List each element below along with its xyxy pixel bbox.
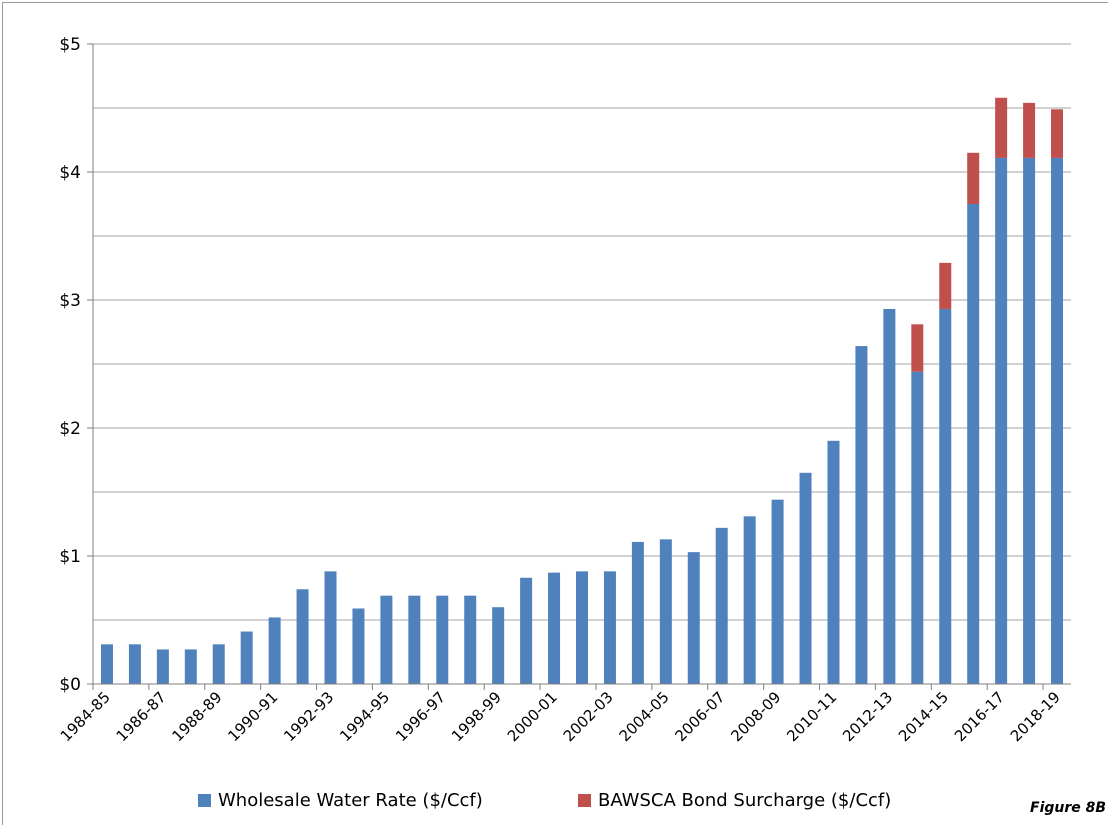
- bar-surcharge: [1051, 109, 1064, 158]
- y-tick-label: $1: [59, 547, 81, 567]
- bar-wholesale: [659, 539, 672, 684]
- bar-surcharge: [967, 152, 980, 204]
- bar-wholesale: [911, 371, 924, 684]
- x-tick-label: 2006-07: [671, 688, 728, 745]
- y-tick-label: $3: [59, 291, 81, 311]
- y-tick-label: $0: [59, 675, 81, 695]
- y-tick-label: $2: [59, 419, 81, 439]
- x-tick-label: 1996-97: [392, 688, 449, 745]
- axes: [87, 43, 1071, 690]
- x-tick-label: 2012-13: [839, 688, 896, 745]
- legend-swatch-wholesale: [198, 794, 211, 807]
- bar-wholesale: [1023, 157, 1036, 685]
- x-tick-label: 1994-95: [336, 688, 393, 745]
- legend: Wholesale Water Rate ($/Ccf) BAWSCA Bond…: [0, 786, 1108, 816]
- legend-swatch-surcharge: [578, 794, 591, 807]
- bar-wholesale: [520, 577, 533, 684]
- bar-wholesale: [687, 552, 700, 684]
- y-tick-label: $5: [59, 35, 81, 55]
- bar-wholesale: [492, 607, 505, 684]
- bar-wholesale: [464, 595, 477, 684]
- x-tick-label: 1986-87: [113, 688, 170, 745]
- x-tick-label: 1988-89: [169, 688, 226, 745]
- bar-surcharge: [939, 262, 952, 309]
- bar-surcharge: [911, 324, 924, 372]
- x-tick-label: 2002-03: [560, 688, 617, 745]
- bar-wholesale: [436, 595, 449, 684]
- bar-wholesale: [352, 608, 365, 684]
- bar-wholesale: [603, 571, 616, 684]
- y-tick-label: $4: [59, 163, 81, 183]
- bar-wholesale: [156, 649, 169, 684]
- x-tick-label: 2008-09: [727, 688, 784, 745]
- x-tick-label: 2014-15: [895, 688, 952, 745]
- legend-item-wholesale: Wholesale Water Rate ($/Ccf): [198, 790, 483, 811]
- legend-label-wholesale: Wholesale Water Rate ($/Ccf): [218, 790, 483, 811]
- bar-wholesale: [939, 308, 952, 684]
- bar-wholesale: [576, 571, 588, 684]
- bar-wholesale: [324, 571, 337, 684]
- bar-wholesale: [408, 595, 421, 684]
- bar-wholesale: [212, 644, 225, 684]
- x-tick-label: 2010-11: [783, 688, 840, 745]
- bar-wholesale: [380, 595, 393, 684]
- bar-wholesale: [883, 308, 896, 684]
- x-tick-label: 1984-85: [57, 688, 114, 745]
- bar-wholesale: [799, 472, 812, 684]
- bar-wholesale: [631, 541, 644, 684]
- x-tick-label: 2016-17: [951, 688, 1008, 745]
- figure-label: Figure 8B: [1030, 800, 1107, 816]
- x-tick-label: 2000-01: [504, 688, 561, 745]
- bar-wholesale: [743, 516, 756, 684]
- bar-wholesale: [995, 157, 1008, 685]
- x-tick-label: 2004-05: [616, 688, 673, 745]
- bar-wholesale: [100, 644, 113, 684]
- bar-wholesale: [715, 527, 728, 684]
- x-tick-label: 2018-19: [1007, 688, 1064, 745]
- bars: [100, 97, 1064, 685]
- bar-wholesale: [827, 440, 840, 684]
- bar-wholesale: [296, 589, 309, 684]
- bar-wholesale: [1051, 157, 1064, 685]
- bar-wholesale: [184, 649, 197, 684]
- bar-wholesale: [548, 572, 561, 684]
- bar-wholesale: [128, 644, 141, 684]
- bar-surcharge: [1023, 102, 1036, 158]
- y-axis-tick-labels: $0 $1 $2 $3 $4 $5: [59, 35, 81, 695]
- legend-item-surcharge: BAWSCA Bond Surcharge ($/Ccf): [578, 790, 891, 811]
- legend-label-surcharge: BAWSCA Bond Surcharge ($/Ccf): [598, 790, 892, 811]
- x-axis-tick-labels: 1984-851986-871988-891990-911992-931994-…: [57, 688, 1064, 745]
- bar-wholesale: [855, 346, 868, 684]
- bar-wholesale: [967, 204, 980, 684]
- bar-wholesale: [240, 631, 253, 684]
- x-tick-label: 1992-93: [280, 688, 337, 745]
- bar-wholesale: [771, 499, 784, 684]
- x-tick-label: 1990-91: [224, 688, 281, 745]
- bar-surcharge: [995, 97, 1008, 158]
- x-tick-label: 1998-99: [448, 688, 505, 745]
- gridlines: [93, 43, 1071, 621]
- bar-wholesale: [268, 617, 281, 684]
